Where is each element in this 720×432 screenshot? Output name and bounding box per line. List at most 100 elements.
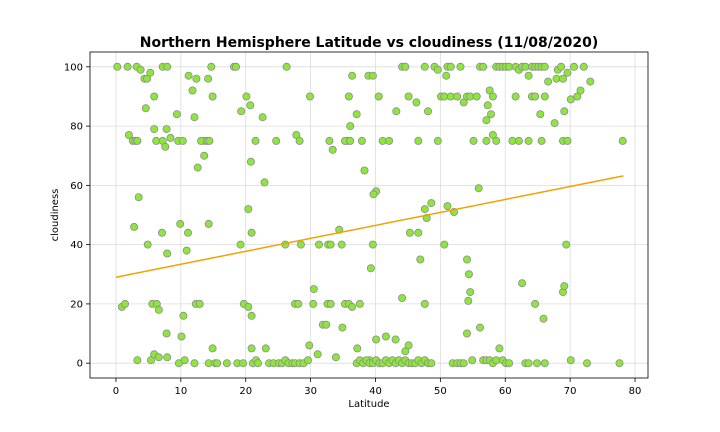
data-point [560,107,569,116]
data-point [539,314,548,323]
data-point [244,302,253,311]
data-point [474,184,483,193]
data-point [322,320,331,329]
data-point [414,136,423,145]
plot-area-frame [89,51,649,379]
data-point [391,335,400,344]
data-point [566,95,575,104]
data-point [368,240,377,249]
data-point [482,136,491,145]
data-point [618,136,627,145]
data-point [150,125,159,134]
data-point [295,136,304,145]
x-tick-label: 80 [629,386,642,397]
data-point [586,77,595,86]
data-point [573,92,582,101]
data-point [143,240,152,249]
data-point [472,92,481,101]
x-tick-label: 20 [239,386,252,397]
data-point [615,359,624,368]
data-point [146,68,155,77]
data-point [161,142,170,151]
data-point [486,110,495,119]
data-point [533,359,542,368]
data-point [404,341,413,350]
x-tick-label: 30 [304,386,317,397]
data-point [416,255,425,264]
data-point [579,62,588,71]
data-point [583,359,592,368]
data-point [360,166,369,175]
data-point [401,347,410,356]
regression-line-group [115,175,624,278]
data-point [536,110,545,119]
data-point [459,98,468,107]
data-point [482,116,491,125]
data-point [313,350,322,359]
grid-lines [90,52,648,378]
data-point [133,356,142,365]
data-point [261,344,270,353]
data-point [420,62,429,71]
data-point [401,62,410,71]
data-point [423,107,432,116]
data-point [272,136,281,145]
x-tick-label: 50 [434,386,447,397]
x-tick-label: 10 [174,386,187,397]
data-point [134,193,143,202]
data-point [314,240,323,249]
data-point [488,92,497,101]
data-point [305,341,314,350]
data-point [163,249,172,258]
data-point [296,240,305,249]
data-point [355,299,364,308]
data-point [204,74,213,83]
data-point [331,353,340,362]
data-point [260,178,269,187]
data-point [514,136,523,145]
data-point [412,98,421,107]
data-point [414,228,423,237]
data-point [154,353,163,362]
data-point [404,92,413,101]
data-point [344,92,353,101]
data-point [524,71,533,80]
data-point [492,136,501,145]
data-point [468,356,477,365]
data-point [188,86,197,95]
data-point [192,74,201,83]
data-point [563,68,572,77]
data-point [462,329,471,338]
data-point [392,107,401,116]
data-point [208,344,217,353]
data-point [563,136,572,145]
data-point [531,299,540,308]
data-point [427,359,436,368]
data-point [239,359,248,368]
data-point [178,136,187,145]
data-point [420,299,429,308]
data-point [405,228,414,237]
data-point [325,136,334,145]
y-tick-label: 60 [70,181,83,192]
data-point [398,293,407,302]
data-point [385,136,394,145]
data-point [550,119,559,128]
data-point [150,92,159,101]
data-point [464,296,473,305]
data-point [446,62,455,71]
data-point [141,104,150,113]
data-point [420,205,429,214]
data-point [294,299,303,308]
data-point [124,130,133,139]
data-point [443,202,452,211]
data-point [369,190,378,199]
data-point [172,110,181,119]
data-point [258,113,267,122]
data-point [303,356,312,365]
data-point [374,92,383,101]
data-point [495,344,504,353]
data-point [560,282,569,291]
data-point [190,359,199,368]
data-point [207,62,216,71]
